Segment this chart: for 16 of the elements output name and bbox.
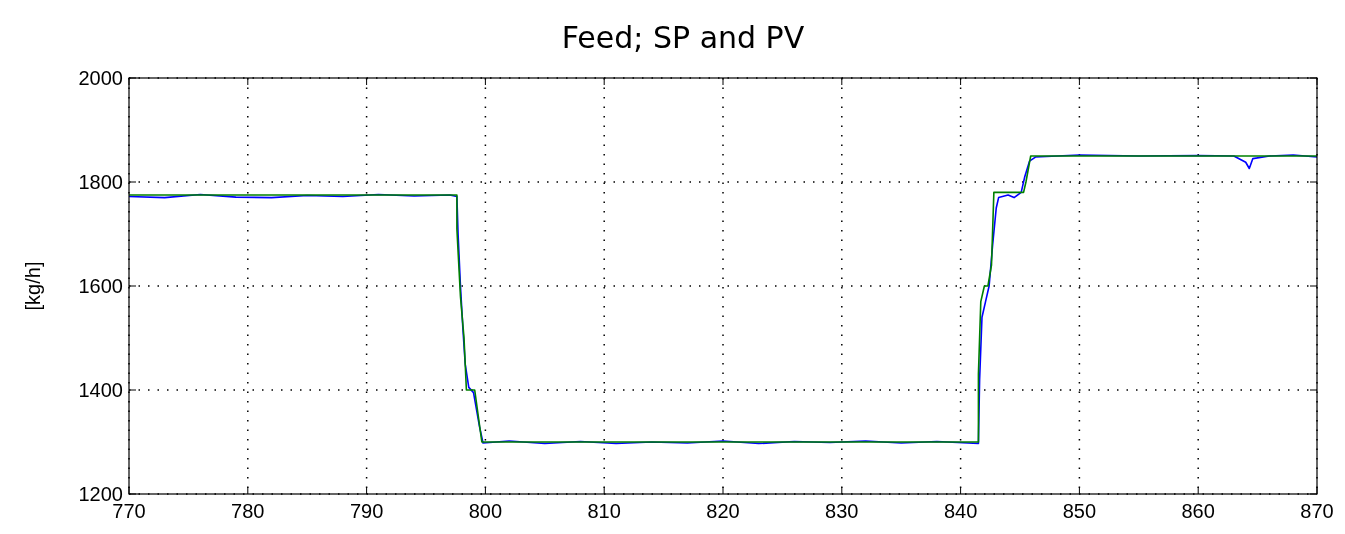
x-tick-label: 870 [1300, 500, 1334, 522]
x-tick-label: 820 [706, 500, 740, 522]
x-tick-label: 850 [1062, 500, 1097, 522]
x-tick-label: 790 [349, 500, 384, 522]
y-tick-label: 1600 [78, 275, 123, 297]
y-tick-label: 1800 [78, 171, 123, 193]
chart-title: Feed; SP and PV [561, 20, 805, 55]
y-tick-label: 2000 [78, 67, 123, 89]
x-tick-label: 800 [468, 500, 503, 522]
x-tick-label: 860 [1181, 500, 1215, 522]
y-tick-label: 1400 [78, 379, 123, 401]
x-tick-label: 810 [587, 500, 621, 522]
y-axis-title: [kg/h] [22, 261, 44, 311]
x-tick-label: 840 [943, 500, 978, 522]
x-tick-label: 780 [231, 500, 265, 522]
x-tick-label: 830 [825, 500, 859, 522]
